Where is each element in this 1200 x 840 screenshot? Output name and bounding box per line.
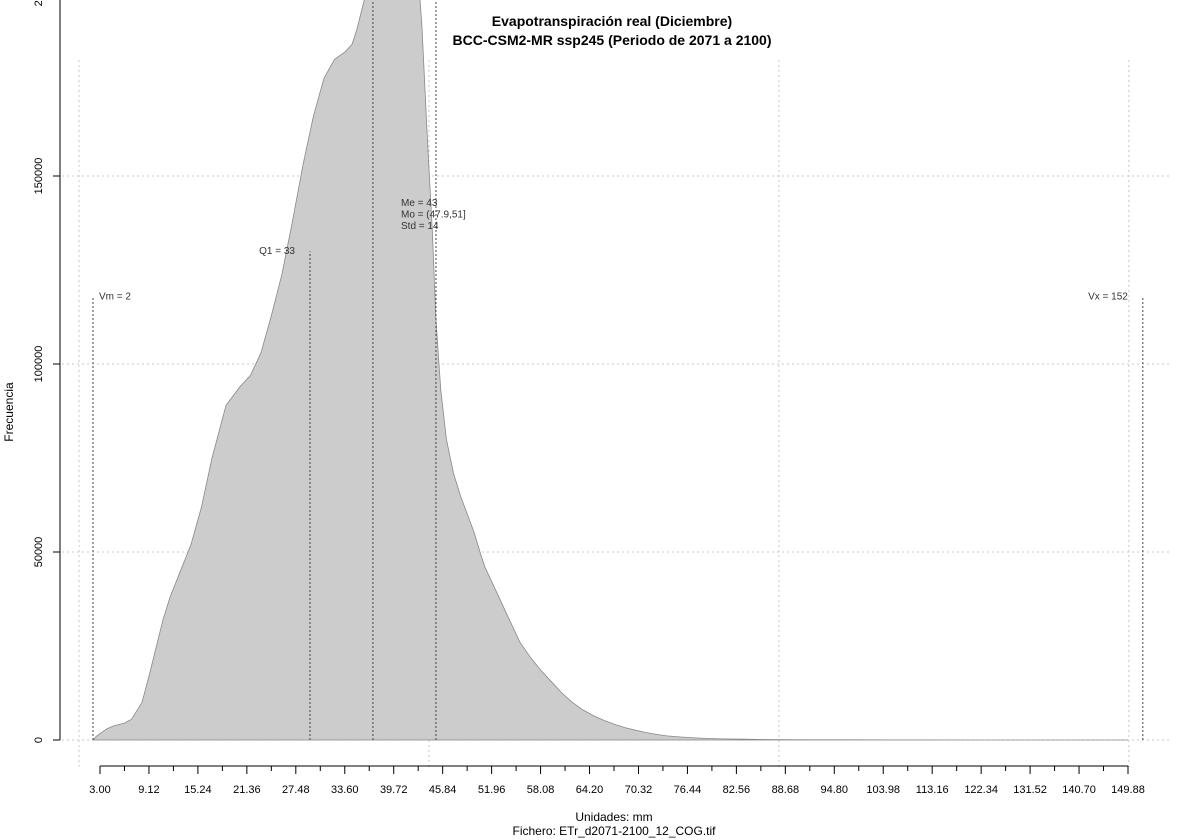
y-axis-label: Frecuencia [2,382,16,442]
stats-line: Mo = (47.9,51] [401,210,466,221]
x-tick-label: 51.96 [478,784,506,796]
y-tick-label: 100000 [33,346,45,383]
x-tick-label: 70.32 [625,784,653,796]
x-tick-label: 39.72 [380,784,408,796]
x-axis: 3.00 9.12 15.24 21.36 27.48 33.60 39.72 45.84 51… [89,765,1145,796]
x-tick-label: 88.68 [772,784,800,796]
y-axis: 0 50000 100000 150000 200000 [33,0,61,743]
stats-line: Std = 14 [401,221,439,232]
y-tick-label: 50000 [33,537,45,568]
x-tick-label: 15.24 [184,784,212,796]
y-tick-label: 200000 [33,0,45,6]
x-tick-label: 76.44 [674,784,702,796]
marker-label: Vx = 152 [1088,291,1128,302]
x-tick-label: 122.34 [964,784,998,796]
x-axis-label: Unidades: mm [575,810,652,824]
x-tick-label: 9.12 [138,784,159,796]
marker-label: Vm = 2 [99,291,131,302]
x-tick-label: 103.98 [866,784,900,796]
x-tick-label: 82.56 [723,784,751,796]
x-tick-label: 27.48 [282,784,310,796]
x-tick-label: 3.00 [89,784,110,796]
x-tick-label: 149.88 [1111,784,1145,796]
marker-label: Q1 = 33 [259,246,295,257]
x-tick-label: 64.20 [576,784,604,796]
x-tick-label: 94.80 [821,784,849,796]
y-tick-label: 0 [33,737,45,743]
stats-line: Me = 43 [401,198,438,209]
x-tick-label: 113.16 [916,784,949,796]
density-area [92,0,1128,741]
marker-lines: Vm = 2Q1 = 33Ma = 42Q3 = 51Vx = 152 [92,0,1144,740]
x-tick-label: 58.08 [527,784,555,796]
x-tick-label: 131.52 [1013,784,1047,796]
x-tick-label: 140.70 [1062,784,1096,796]
file-caption: Fichero: ETr_d2071-2100_12_COG.tif [513,824,717,838]
chart-title: Evapotranspiración real (Diciembre) [492,13,732,29]
y-tick-label: 150000 [33,158,45,195]
x-tick-label: 21.36 [233,784,261,796]
x-tick-label: 45.84 [429,784,457,796]
x-tick-label: 33.60 [331,784,359,796]
chart-subtitle: BCC-CSM2-MR ssp245 (Periodo de 2071 a 21… [453,32,772,48]
